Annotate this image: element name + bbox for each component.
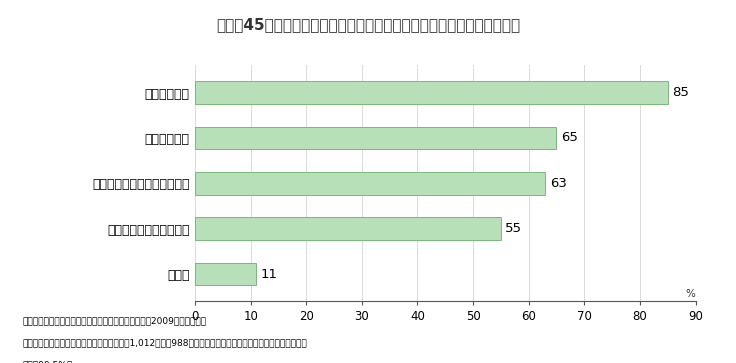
Text: %: % — [686, 289, 696, 299]
Bar — [195, 172, 545, 195]
Text: 85: 85 — [672, 86, 689, 99]
Text: 注：全国の国民生活モニター２千人（郵送1,012、電子988）を対象として実施したアンケート調査（回収率: 注：全国の国民生活モニター２千人（郵送1,012、電子988）を対象として実施し… — [22, 338, 307, 347]
Text: 11: 11 — [261, 268, 277, 281]
Text: 65: 65 — [561, 131, 578, 144]
Text: 図２－45　食に対する信頼の確保のために今後必要な対策（複数回答）: 図２－45 食に対する信頼の確保のために今後必要な対策（複数回答） — [216, 17, 520, 32]
Bar — [195, 217, 501, 240]
Text: 、90.5%）: 、90.5%） — [22, 360, 72, 363]
Bar — [195, 81, 668, 104]
Bar — [195, 263, 256, 285]
Text: 55: 55 — [506, 222, 523, 235]
Text: 資料：内閣府「消費行動に関する意識・行動調査」（2009年２月公表）: 資料：内閣府「消費行動に関する意識・行動調査」（2009年２月公表） — [22, 317, 206, 326]
Text: 63: 63 — [550, 177, 567, 190]
Bar — [195, 127, 556, 149]
